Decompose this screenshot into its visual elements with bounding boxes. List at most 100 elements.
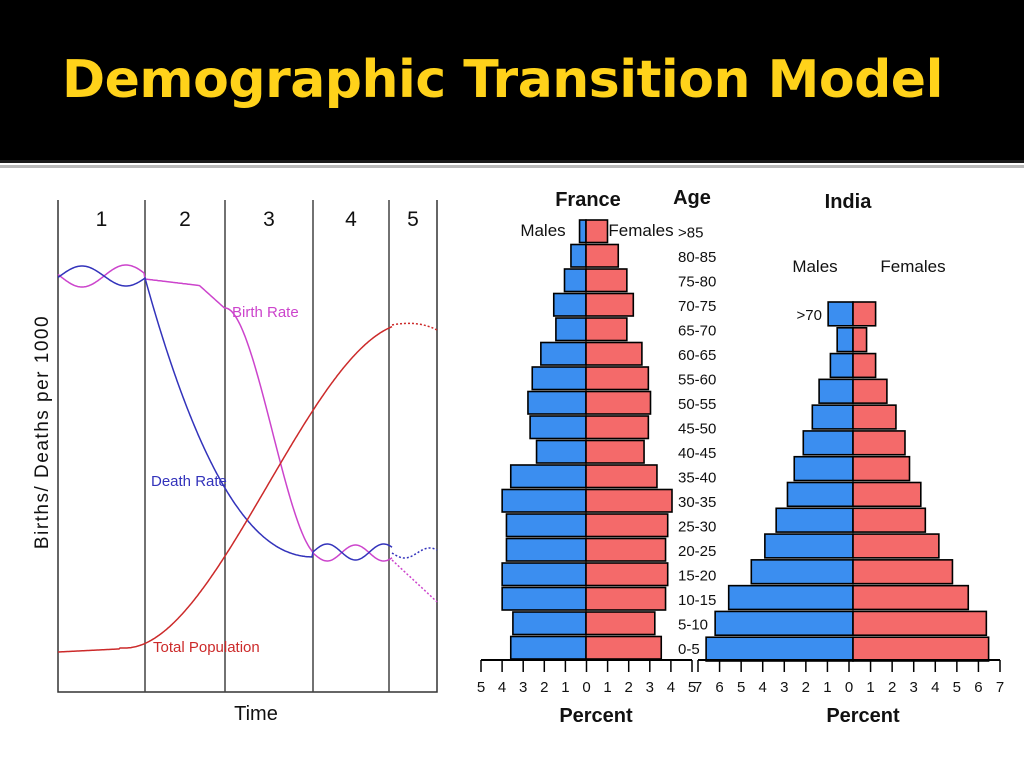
france-female-bar — [585, 341, 643, 366]
france-female-bar — [585, 317, 628, 342]
france-age-label: 60-65 — [678, 347, 716, 364]
france-male-bar — [555, 317, 587, 342]
france-age-label: 70-75 — [678, 298, 716, 315]
france-age-label: 30-35 — [678, 494, 716, 511]
india-x-tick-label: 7 — [694, 679, 702, 696]
france-male-bar — [563, 268, 587, 293]
france-male-bar — [505, 513, 587, 538]
india-x-tick-label: 6 — [715, 679, 723, 696]
stage-label-1: 1 — [96, 208, 108, 231]
india-male-bar — [836, 326, 854, 353]
france-female-bar — [585, 415, 650, 440]
france-female-bar — [585, 562, 669, 587]
x-axis-label: Time — [234, 703, 278, 725]
india-female-bar — [852, 507, 927, 533]
france-age-label: 50-55 — [678, 396, 716, 413]
france-age-label: 5-10 — [678, 616, 708, 633]
france-age-label: 15-20 — [678, 567, 716, 584]
india-male-bar — [829, 352, 854, 379]
france-age-header: Age — [673, 187, 711, 209]
india-female-bar — [852, 533, 940, 559]
death-rate-projection — [391, 547, 438, 559]
france-x-tick-label: 0 — [582, 679, 590, 696]
india-male-bar — [811, 404, 854, 430]
france-x-tick-label: 1 — [561, 679, 569, 696]
france-age-label: 45-50 — [678, 420, 716, 437]
france-legend-females: Females — [608, 221, 673, 240]
india-x-tick-label: 1 — [823, 679, 831, 696]
stage-label-2: 2 — [179, 208, 191, 231]
france-male-bar — [509, 464, 587, 489]
france-male-bar — [529, 415, 587, 440]
india-male-bar — [750, 559, 854, 585]
birth-rate-label: Birth Rate — [232, 304, 299, 321]
france-age-label: 20-25 — [678, 543, 716, 560]
france-age-label: 75-80 — [678, 273, 716, 290]
stage-label-3: 3 — [263, 208, 275, 231]
death-rate-line — [57, 265, 393, 561]
india-x-tick-label: 1 — [866, 679, 874, 696]
france-male-bar — [501, 562, 587, 587]
france-male-bar — [512, 611, 587, 636]
plot-frame — [57, 200, 438, 693]
india-x-tick-label: 5 — [953, 679, 961, 696]
india-x-axis-label: Percent — [826, 705, 900, 727]
india-x-tick-label: 6 — [974, 679, 982, 696]
france-age-label: >85 — [678, 224, 703, 241]
slide-title: Demographic Transition Model — [62, 50, 943, 110]
total-population-label: Total Population — [153, 639, 260, 656]
india-legend-males: Males — [792, 257, 837, 276]
france-age-label: 10-15 — [678, 592, 716, 609]
india-male-bar — [827, 301, 854, 327]
title-bar: Demographic Transition Model — [0, 0, 1024, 160]
france-female-bar — [585, 439, 645, 464]
france-female-bar — [585, 611, 656, 636]
title-divider-gray — [0, 165, 1024, 168]
y-axis-label: Births/ Deaths per 1000 — [32, 315, 53, 549]
france-male-bar — [501, 586, 587, 611]
france-x-tick-label: 5 — [688, 679, 696, 696]
france-female-bar — [585, 464, 658, 489]
india-x-tick-label: 3 — [910, 679, 918, 696]
india-title: India — [825, 191, 873, 213]
india-x-tick-label: 2 — [802, 679, 810, 696]
india-x-tick-label: 0 — [845, 679, 853, 696]
france-female-bar — [585, 586, 667, 611]
france-female-bar — [585, 366, 650, 391]
france-female-bar — [585, 243, 620, 268]
france-age-label: 55-60 — [678, 371, 716, 388]
france-age-label: 35-40 — [678, 469, 716, 486]
france-age-label: 25-30 — [678, 518, 716, 535]
title-divider-dark — [0, 160, 1024, 163]
france-male-bar — [501, 488, 587, 513]
india-female-bar — [852, 481, 922, 508]
india-female-bar — [852, 326, 868, 353]
france-male-bar — [535, 439, 587, 464]
total-population-line — [58, 326, 393, 653]
stage-label-5: 5 — [407, 208, 419, 231]
india-male-bar — [786, 481, 854, 508]
india-x-tick-label: 7 — [996, 679, 1004, 696]
france-x-tick-label: 5 — [477, 679, 485, 696]
death-rate-label: Death Rate — [151, 473, 227, 490]
france-male-bar — [540, 341, 587, 366]
india-male-bar — [764, 533, 854, 559]
india-legend-females: Females — [880, 257, 945, 276]
india-female-bar — [852, 404, 897, 430]
india-female-bar — [852, 352, 877, 379]
india-female-bar — [852, 430, 906, 456]
india-x-tick-label: 5 — [737, 679, 745, 696]
france-x-tick-label: 3 — [519, 679, 527, 696]
india-male-bar — [705, 636, 854, 662]
france-female-bar — [585, 268, 628, 293]
france-female-bar — [585, 513, 669, 538]
france-male-bar — [531, 366, 587, 391]
india-x-tick-label: 3 — [780, 679, 788, 696]
france-male-bar — [505, 537, 587, 562]
france-x-tick-label: 2 — [540, 679, 548, 696]
france-x-tick-label: 1 — [603, 679, 611, 696]
india-male-bar — [793, 455, 854, 482]
france-x-tick-label: 4 — [498, 679, 506, 696]
